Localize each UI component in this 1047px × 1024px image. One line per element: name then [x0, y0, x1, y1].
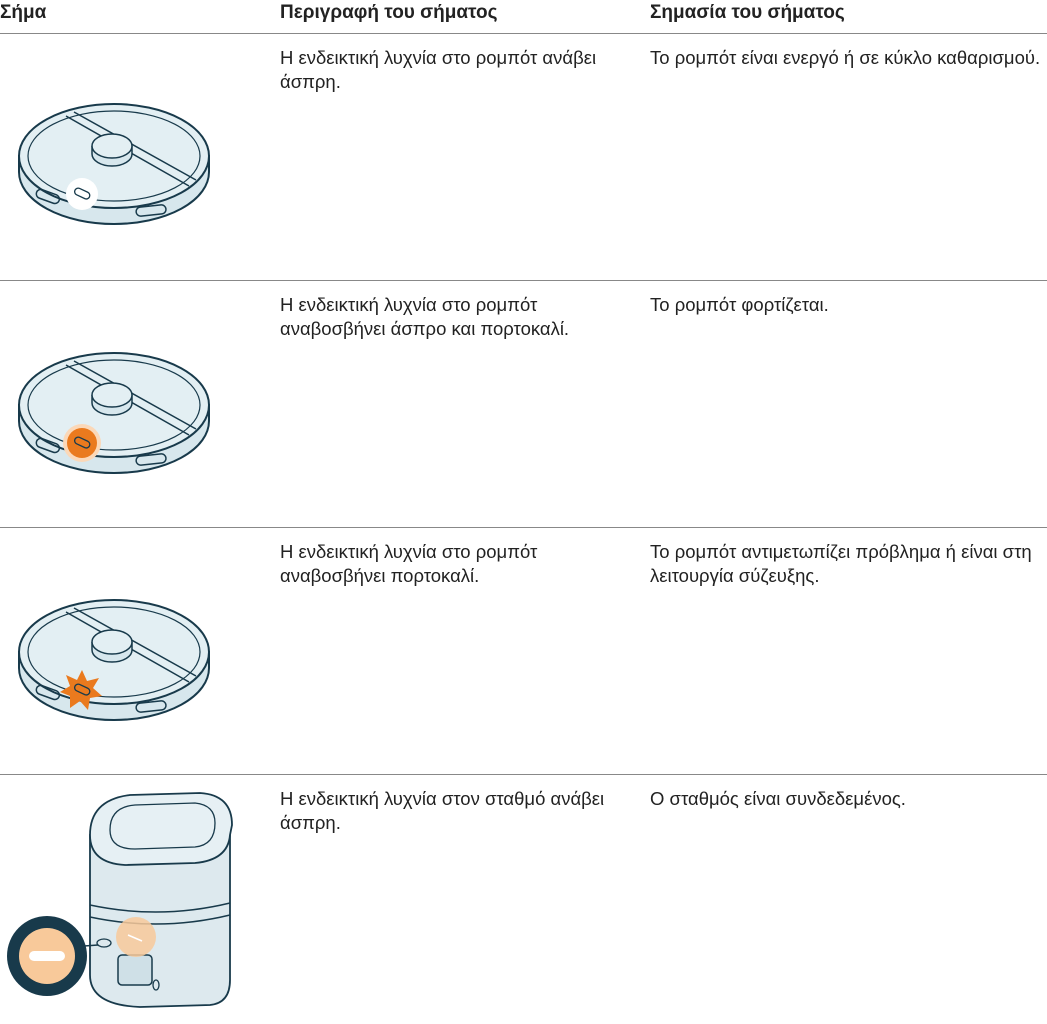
table-row: Η ενδεικτική λυχνία στο ρομπότ αναβοσβήν…	[0, 281, 1047, 528]
header-cell: Σημασία του σήματος	[650, 2, 845, 23]
meaning: Το ρομπότ αντιμετωπίζει πρόβλημα ή είναι…	[650, 541, 1032, 586]
table-row: Η ενδεικτική λυχνία στο ρομπότ αναβοσβήν…	[0, 528, 1047, 775]
table-row: Η ενδεικτική λυχνία στον σταθμό ανάβει ά…	[0, 775, 1047, 1023]
table-header: Σήμα Περιγραφή του σήματος Σημασία του σ…	[0, 0, 1047, 34]
header-cell: Περιγραφή του σήματος	[280, 2, 498, 23]
header-cell: Σήμα	[0, 2, 47, 23]
meaning: Ο σταθμός είναι συνδεδεμένος.	[650, 788, 906, 809]
description: Η ενδεικτική λυχνία στο ρομπότ αναβοσβήν…	[280, 294, 570, 339]
meaning: Το ρομπότ είναι ενεργό ή σε κύκλο καθαρι…	[650, 47, 1041, 68]
robot-illustration	[14, 590, 214, 730]
station-illustration	[7, 792, 233, 1008]
description: Η ενδεικτική λυχνία στον σταθμό ανάβει ά…	[280, 788, 605, 833]
description: Η ενδεικτική λυχνία στο ρομπότ ανάβει άσ…	[280, 47, 597, 92]
table-row: Η ενδεικτική λυχνία στο ρομπότ ανάβει άσ…	[0, 34, 1047, 281]
meaning: Το ρομπότ φορτίζεται.	[650, 294, 829, 315]
robot-illustration	[14, 94, 214, 234]
description: Η ενδεικτική λυχνία στο ρομπότ αναβοσβήν…	[280, 541, 538, 586]
robot-illustration	[14, 343, 214, 483]
